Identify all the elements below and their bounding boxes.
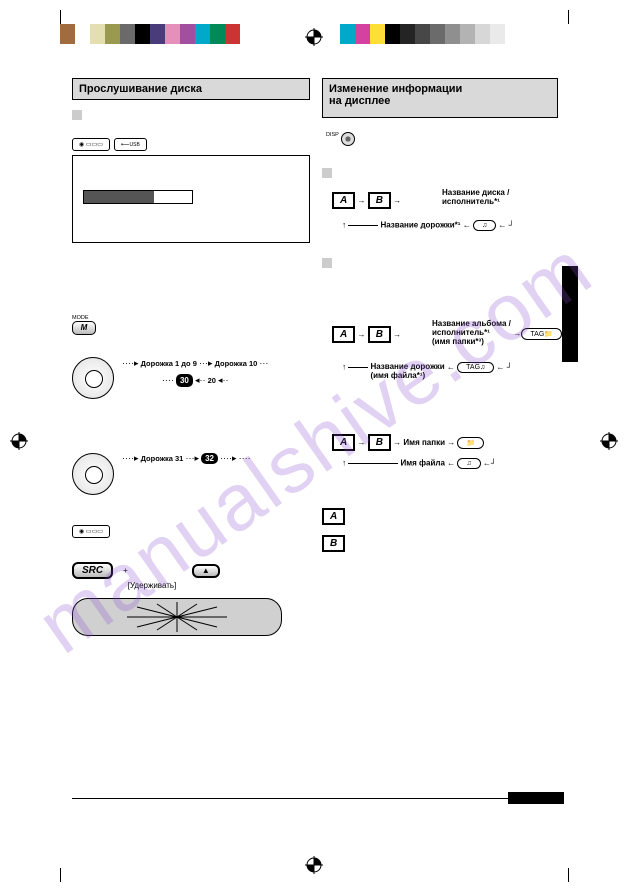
device-icons-row: ◉ ▭▭▭ ⟵USB: [72, 138, 310, 151]
disp-button[interactable]: [341, 132, 355, 146]
src-eject-row: SRC + ▲: [72, 562, 310, 579]
right-column: Изменение информации на дисплее DISP A →…: [322, 78, 558, 552]
color-swatch: [505, 24, 520, 44]
display-oval: [72, 598, 282, 636]
reg-mark-top: [305, 28, 323, 46]
mode-button[interactable]: M: [72, 321, 96, 335]
track-flow-1: ····▸ Дорожка 1 до 9 ···▸ Дорожка 10 ···: [122, 357, 268, 370]
color-swatch: [445, 24, 460, 44]
crop-tick: [60, 868, 61, 882]
track-10-label: Дорожка 10: [215, 359, 258, 368]
section-header-playback: Прослушивание диска: [72, 78, 310, 100]
color-swatch: [475, 24, 490, 44]
track-title-label-2: Название дорожки: [370, 362, 444, 371]
color-swatch: [195, 24, 210, 44]
flow-diagram-2: A → B → Название альбома / исполнитель*¹…: [322, 326, 558, 402]
subsection-bullet: [72, 110, 310, 120]
usb-icon: ⟵USB: [114, 138, 147, 151]
file-oval: ♫: [457, 458, 480, 469]
eject-button[interactable]: ▲: [192, 564, 220, 578]
loading-bar: [83, 190, 193, 204]
color-swatch: [120, 24, 135, 44]
color-swatch: [460, 24, 475, 44]
track-num-20: 20: [208, 376, 216, 385]
color-swatch: [135, 24, 150, 44]
control-dial-2[interactable]: [72, 453, 114, 495]
flow-box-b: B: [368, 192, 391, 209]
tag-note-oval: TAG♫: [457, 362, 494, 373]
flow-diagram-3: A → B → Имя папки → 📁 ↑ Имя файла ← ♫ ←┘: [322, 434, 558, 484]
color-swatch: [60, 24, 75, 44]
tag-folder-oval: TAG📁: [521, 328, 562, 340]
plus-label: +: [123, 566, 128, 575]
track-flow-3: ····▸ Дорожка 31 ···▸ 32 ····▸ ····: [122, 453, 251, 464]
color-swatch: [180, 24, 195, 44]
subsection-bullet-2: [322, 258, 558, 268]
color-swatch: [415, 24, 430, 44]
color-swatch: [430, 24, 445, 44]
artist-label: исполнитель*¹: [442, 197, 509, 206]
hold-label: [Удерживать]: [72, 581, 232, 590]
device-icon-2: ◉ ▭▭▭: [72, 525, 310, 538]
src-button[interactable]: SRC: [72, 562, 113, 579]
color-swatch: [75, 24, 90, 44]
color-swatch: [400, 24, 415, 44]
head-unit-icon-2: ◉ ▭▭▭: [72, 525, 110, 538]
head-unit-icon: ◉ ▭▭▭: [72, 138, 110, 151]
reg-mark-bottom: [305, 856, 323, 874]
flow-box-b-2: B: [368, 326, 391, 343]
control-dial[interactable]: [72, 357, 114, 399]
color-swatch: [355, 24, 370, 44]
track-num-32: 32: [201, 453, 218, 464]
folder-name-label-2: Имя папки: [403, 438, 445, 447]
color-swatch: [225, 24, 240, 44]
flow-box-b-3: B: [368, 434, 391, 451]
color-swatch: [340, 24, 355, 44]
side-tab: [562, 266, 578, 362]
crop-tick: [60, 10, 61, 24]
legend-b: B: [322, 535, 558, 552]
crop-tick: [568, 868, 569, 882]
disp-label: DISP: [326, 132, 339, 138]
flow-diagram-1: A → B → Название диска / исполнитель*¹ ↑…: [322, 192, 558, 250]
color-swatch: [90, 24, 105, 44]
disp-button-row: DISP: [322, 132, 558, 146]
track-title-label: Название дорожки*¹: [380, 221, 460, 230]
file-name-label: (имя файла*¹): [370, 371, 444, 380]
color-swatch: [105, 24, 120, 44]
color-swatch: [210, 24, 225, 44]
track-range-label: Дорожка 1 до 9: [141, 359, 197, 368]
legend-a: A: [322, 508, 558, 525]
color-swatch: [150, 24, 165, 44]
folder-name-label: (имя папки*³): [432, 338, 511, 347]
color-swatch: [385, 24, 400, 44]
folder-oval: 📁: [457, 437, 484, 449]
flow-box-a-3: A: [332, 434, 355, 451]
left-column: Прослушивание диска ◉ ▭▭▭ ⟵USB MODE M ··…: [72, 78, 310, 636]
section-header-display: Изменение информации на дисплее: [322, 78, 558, 118]
track-flow-2: ···· 30 ◂·· 20 ◂··: [122, 374, 268, 387]
file-name-label-2: Имя файла: [400, 459, 444, 468]
color-calibration-bar-left: [60, 24, 240, 44]
color-swatch: [490, 24, 505, 44]
track-31-label: Дорожка 31: [141, 454, 184, 463]
crop-tick: [568, 10, 569, 24]
color-swatch: [165, 24, 180, 44]
subsection-bullet-1: [322, 168, 558, 178]
note-oval: ♫: [473, 220, 496, 231]
footer-rule: [72, 798, 558, 799]
display-box: [72, 155, 310, 243]
flow-box-a: A: [332, 192, 355, 209]
color-calibration-bar-right: [340, 24, 520, 44]
flow-box-a-2: A: [332, 326, 355, 343]
color-swatch: [370, 24, 385, 44]
reg-mark-left: [10, 432, 28, 450]
track-num-30: 30: [176, 374, 193, 387]
disc-title-label: Название диска /: [442, 188, 509, 197]
reg-mark-right: [600, 432, 618, 450]
